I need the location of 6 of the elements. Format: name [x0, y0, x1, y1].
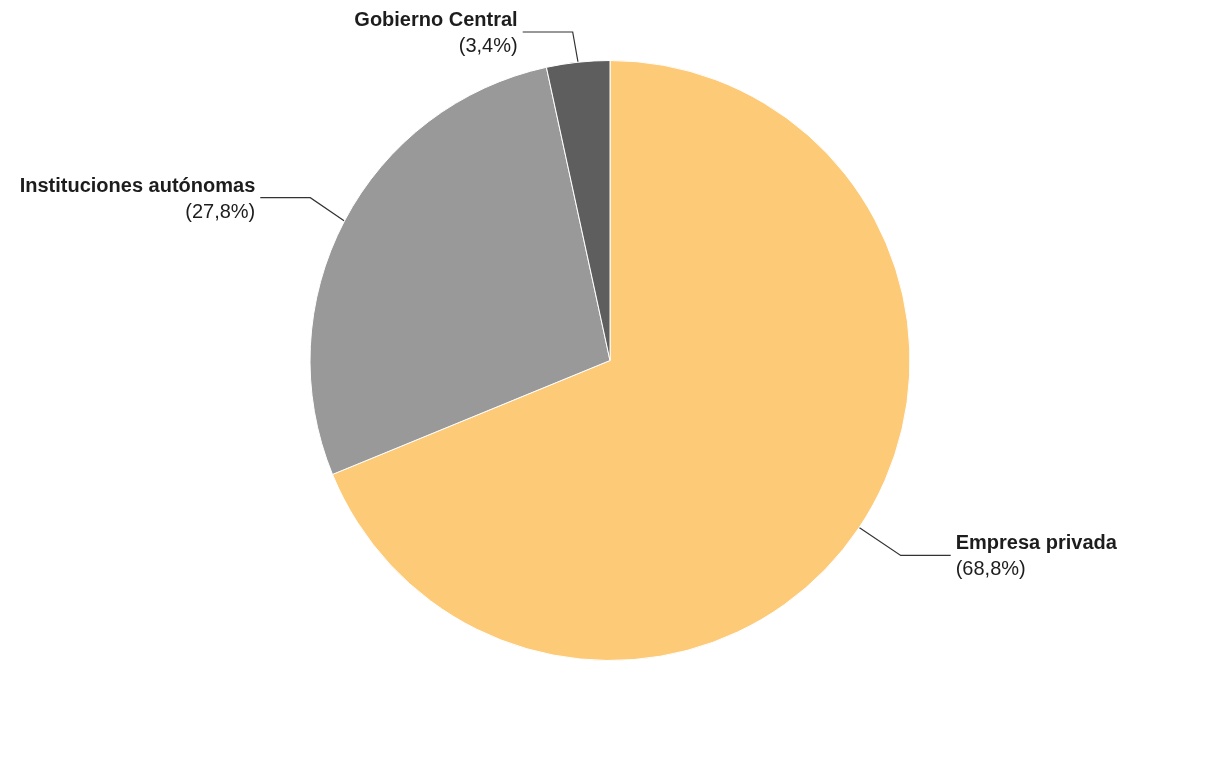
- slice-label: Gobierno Central: [354, 8, 518, 30]
- data-label: (27,8%): [185, 199, 256, 222]
- slice-label: Instituciones autónomas: [19, 173, 256, 196]
- slice-label: Empresa privada: [955, 531, 1118, 554]
- data-label: (68,8%): [955, 557, 1026, 580]
- data-label: (3,4%): [458, 34, 518, 56]
